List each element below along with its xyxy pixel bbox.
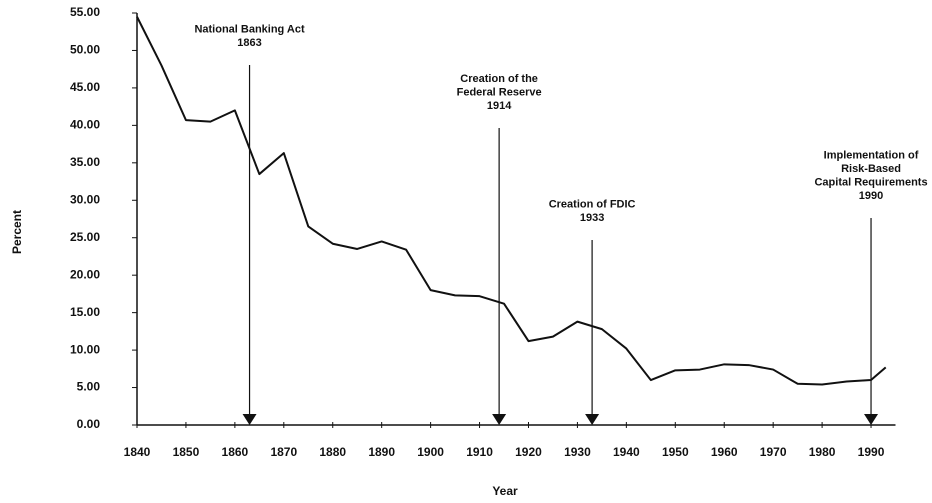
x-tick-label: 1840 [124, 445, 151, 459]
y-tick-label: 45.00 [70, 80, 100, 94]
x-tick-label: 1980 [809, 445, 836, 459]
x-tick-label: 1930 [564, 445, 591, 459]
x-tick-label: 1920 [515, 445, 542, 459]
annotation-year: 1933 [580, 212, 604, 224]
x-axis-label: Year [492, 484, 518, 498]
y-tick-label: 10.00 [70, 342, 100, 356]
annotation-text: Creation of the [460, 73, 538, 85]
x-tick-label: 1950 [662, 445, 689, 459]
annotation-text: Creation of FDIC [549, 198, 636, 210]
x-tick-label: 1990 [858, 445, 885, 459]
x-tick-label: 1890 [368, 445, 395, 459]
y-tick-label: 15.00 [70, 305, 100, 319]
y-tick-label: 55.00 [70, 5, 100, 19]
y-tick-label: 20.00 [70, 267, 100, 281]
annotation-year: 1914 [487, 100, 512, 112]
y-tick-label: 25.00 [70, 230, 100, 244]
y-tick-label: 40.00 [70, 118, 100, 132]
x-tick-label: 1910 [466, 445, 493, 459]
annotation-text: Federal Reserve [457, 86, 542, 98]
arrowhead [492, 414, 507, 425]
x-tick-label: 1850 [173, 445, 200, 459]
data-line [136, 16, 887, 386]
y-axis-label: Percent [10, 210, 24, 254]
y-tick-label: 50.00 [70, 43, 100, 57]
annotation-year: 1990 [859, 190, 883, 202]
x-tick-label: 1860 [222, 445, 249, 459]
annotation-text: Capital Requirements [814, 176, 927, 188]
y-tick-label: 35.00 [70, 155, 100, 169]
y-tick-label: 5.00 [77, 380, 101, 394]
x-tick-label: 1970 [760, 445, 787, 459]
arrowhead [242, 414, 257, 425]
annotation-text: Implementation of [824, 149, 919, 161]
x-tick-label: 1940 [613, 445, 640, 459]
x-tick-label: 1900 [417, 445, 444, 459]
annotation-text: National Banking Act [194, 23, 305, 35]
arrowhead [864, 414, 879, 425]
x-tick-label: 1880 [319, 445, 346, 459]
annotation-text: Risk-Based [841, 163, 901, 175]
y-tick-label: 30.00 [70, 192, 100, 206]
annotation-year: 1863 [237, 37, 261, 49]
arrowhead [585, 414, 600, 425]
y-tick-label: 0.00 [77, 417, 101, 431]
x-tick-label: 1960 [711, 445, 738, 459]
x-tick-label: 1870 [270, 445, 297, 459]
